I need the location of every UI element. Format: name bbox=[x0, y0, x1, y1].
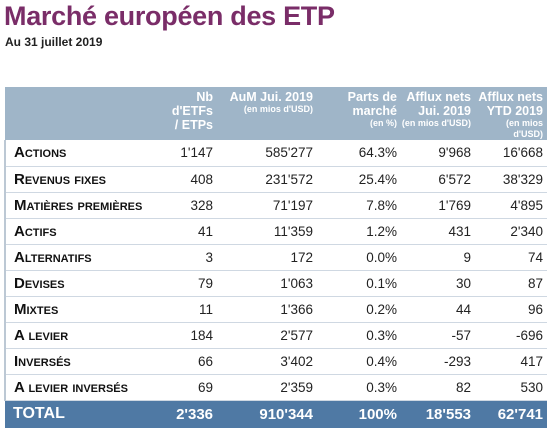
total-flow-jul: 18'553 bbox=[401, 400, 475, 428]
cell-flow-ytd: 87 bbox=[475, 270, 547, 297]
cell-flow-jul: -293 bbox=[401, 348, 475, 375]
table-row: Devises 79 1'063 0.1% 30 87 bbox=[4, 270, 547, 297]
cell-flow-jul: 1'769 bbox=[401, 192, 475, 219]
table-row: Mixtes 11 1'366 0.2% 44 96 bbox=[4, 296, 547, 323]
table-header-row: Nb d'ETFs / ETPs AuM Jui. 2019 (en mios d… bbox=[5, 87, 547, 140]
cell-aum: 231'572 bbox=[217, 166, 317, 193]
total-label: TOTAL bbox=[5, 400, 167, 428]
cell-nb: 408 bbox=[167, 166, 217, 193]
table-row: Actions 1'147 585'277 64.3% 9'968 16'668 bbox=[4, 140, 547, 167]
row-label: Actions bbox=[4, 140, 167, 167]
total-aum: 910'344 bbox=[217, 400, 317, 428]
header-nb-etfs: Nb d'ETFs / ETPs bbox=[167, 87, 217, 140]
cell-aum: 71'197 bbox=[217, 192, 317, 219]
row-label: Revenus fixes bbox=[4, 166, 167, 193]
cell-parts: 0.0% bbox=[317, 244, 401, 271]
cell-aum: 2'359 bbox=[217, 374, 317, 401]
total-row: TOTAL 2'336 910'344 100% 18'553 62'741 bbox=[5, 400, 547, 428]
cell-flow-ytd: 417 bbox=[475, 348, 547, 375]
etp-market-table: Nb d'ETFs / ETPs AuM Jui. 2019 (en mios d… bbox=[4, 87, 547, 428]
header-aum: AuM Jui. 2019 (en mios d'USD) bbox=[217, 87, 317, 140]
cell-parts: 0.3% bbox=[317, 374, 401, 401]
cell-nb: 41 bbox=[167, 218, 217, 245]
row-label: Alternatifs bbox=[4, 244, 167, 271]
cell-flow-ytd: 16'668 bbox=[475, 140, 547, 167]
total-parts: 100% bbox=[317, 400, 401, 428]
table-row: A levier inversés 69 2'359 0.3% 82 530 bbox=[4, 374, 547, 401]
cell-parts: 0.3% bbox=[317, 322, 401, 349]
cell-flow-jul: 44 bbox=[401, 296, 475, 323]
table-row: Matières premières 328 71'197 7.8% 1'769 4'89… bbox=[4, 192, 547, 219]
cell-flow-ytd: 96 bbox=[475, 296, 547, 323]
cell-nb: 1'147 bbox=[167, 140, 217, 167]
cell-flow-jul: 30 bbox=[401, 270, 475, 297]
cell-flow-ytd: 74 bbox=[475, 244, 547, 271]
cell-nb: 184 bbox=[167, 322, 217, 349]
total-flow-ytd: 62'741 bbox=[475, 400, 547, 428]
cell-flow-jul: 431 bbox=[401, 218, 475, 245]
header-market-share: Parts de marché (en %) bbox=[317, 87, 401, 140]
row-label: Actifs bbox=[4, 218, 167, 245]
row-label: Mixtes bbox=[4, 296, 167, 323]
cell-flow-ytd: -696 bbox=[475, 322, 547, 349]
cell-flow-ytd: 4'895 bbox=[475, 192, 547, 219]
row-label: Devises bbox=[4, 270, 167, 297]
cell-parts: 1.2% bbox=[317, 218, 401, 245]
cell-parts: 7.8% bbox=[317, 192, 401, 219]
table-row: Inversés 66 3'402 0.4% -293 417 bbox=[4, 348, 547, 375]
table-row: Actifs 41 11'359 1.2% 431 2'340 bbox=[4, 218, 547, 245]
table-row: A levier 184 2'577 0.3% -57 -696 bbox=[4, 322, 547, 349]
header-net-flows-ytd: Afflux nets YTD 2019 (en mios d'USD) bbox=[475, 87, 547, 140]
total-nb: 2'336 bbox=[167, 400, 217, 428]
cell-aum: 172 bbox=[217, 244, 317, 271]
cell-parts: 0.2% bbox=[317, 296, 401, 323]
cell-aum: 1'366 bbox=[217, 296, 317, 323]
table-row: Revenus fixes 408 231'572 25.4% 6'572 38'329 bbox=[4, 166, 547, 193]
cell-flow-ytd: 530 bbox=[475, 374, 547, 401]
cell-flow-jul: 9'968 bbox=[401, 140, 475, 167]
cell-nb: 66 bbox=[167, 348, 217, 375]
cell-flow-jul: -57 bbox=[401, 322, 475, 349]
cell-aum: 585'277 bbox=[217, 140, 317, 167]
cell-flow-jul: 82 bbox=[401, 374, 475, 401]
row-label: A levier bbox=[4, 322, 167, 349]
cell-aum: 3'402 bbox=[217, 348, 317, 375]
cell-aum: 1'063 bbox=[217, 270, 317, 297]
page-subtitle: Au 31 juillet 2019 bbox=[5, 35, 103, 49]
row-label: Matières premières bbox=[4, 192, 167, 219]
cell-nb: 328 bbox=[167, 192, 217, 219]
header-label-cell bbox=[5, 87, 167, 140]
page-title: Marché européen des ETP bbox=[4, 1, 335, 31]
cell-parts: 64.3% bbox=[317, 140, 401, 167]
cell-nb: 69 bbox=[167, 374, 217, 401]
cell-flow-jul: 9 bbox=[401, 244, 475, 271]
cell-parts: 0.4% bbox=[317, 348, 401, 375]
row-label: Inversés bbox=[4, 348, 167, 375]
cell-nb: 11 bbox=[167, 296, 217, 323]
cell-flow-ytd: 2'340 bbox=[475, 218, 547, 245]
table-row: Alternatifs 3 172 0.0% 9 74 bbox=[4, 244, 547, 271]
cell-aum: 11'359 bbox=[217, 218, 317, 245]
cell-parts: 0.1% bbox=[317, 270, 401, 297]
cell-nb: 3 bbox=[167, 244, 217, 271]
row-label: A levier inversés bbox=[4, 374, 167, 401]
cell-flow-ytd: 38'329 bbox=[475, 166, 547, 193]
cell-parts: 25.4% bbox=[317, 166, 401, 193]
cell-nb: 79 bbox=[167, 270, 217, 297]
cell-aum: 2'577 bbox=[217, 322, 317, 349]
cell-flow-jul: 6'572 bbox=[401, 166, 475, 193]
header-net-flows-july: Afflux nets Jui. 2019 (en mios d'USD) bbox=[401, 87, 475, 140]
